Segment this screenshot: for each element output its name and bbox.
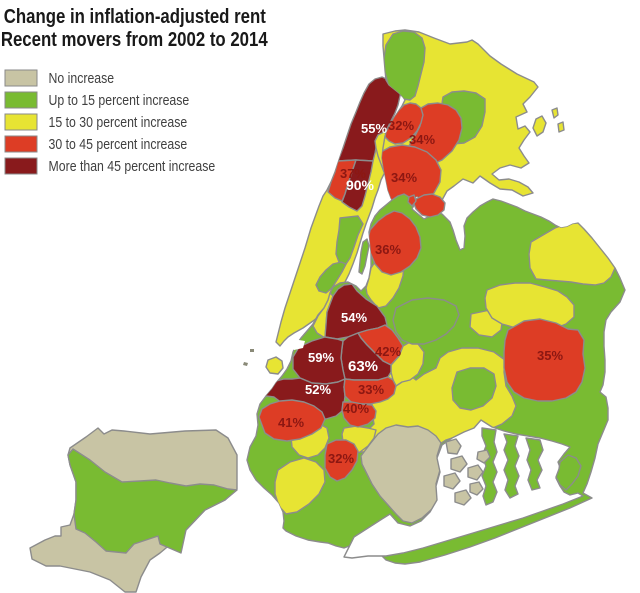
svg-text:36%: 36% bbox=[375, 242, 401, 257]
svg-text:No increase: No increase bbox=[49, 70, 115, 86]
svg-text:54%: 54% bbox=[341, 310, 367, 325]
svg-text:37%: 37% bbox=[340, 166, 366, 181]
svg-text:Recent movers from 2002 to 201: Recent movers from 2002 to 2014 bbox=[1, 27, 268, 50]
svg-text:34%: 34% bbox=[409, 132, 435, 147]
svg-text:15 to 30 percent increase: 15 to 30 percent increase bbox=[49, 114, 188, 130]
svg-text:55%: 55% bbox=[361, 121, 387, 136]
svg-text:35%: 35% bbox=[537, 348, 563, 363]
svg-text:90%: 90% bbox=[346, 177, 375, 193]
svg-text:Change in inflation-adjusted r: Change in inflation-adjusted rent bbox=[4, 5, 266, 28]
svg-text:42%: 42% bbox=[375, 344, 401, 359]
svg-text:32%: 32% bbox=[328, 451, 354, 466]
svg-text:52%: 52% bbox=[305, 382, 331, 397]
svg-text:34%: 34% bbox=[391, 170, 417, 185]
svg-text:59%: 59% bbox=[308, 350, 334, 365]
svg-text:63%: 63% bbox=[348, 358, 378, 375]
svg-text:Up to 15 percent increase: Up to 15 percent increase bbox=[49, 92, 190, 108]
svg-text:33%: 33% bbox=[358, 382, 384, 397]
svg-text:More than 45 percent increase: More than 45 percent increase bbox=[49, 158, 216, 174]
svg-text:41%: 41% bbox=[278, 415, 304, 430]
svg-text:32%: 32% bbox=[388, 118, 414, 133]
svg-text:30 to 45 percent increase: 30 to 45 percent increase bbox=[49, 136, 188, 152]
svg-text:40%: 40% bbox=[343, 401, 369, 416]
